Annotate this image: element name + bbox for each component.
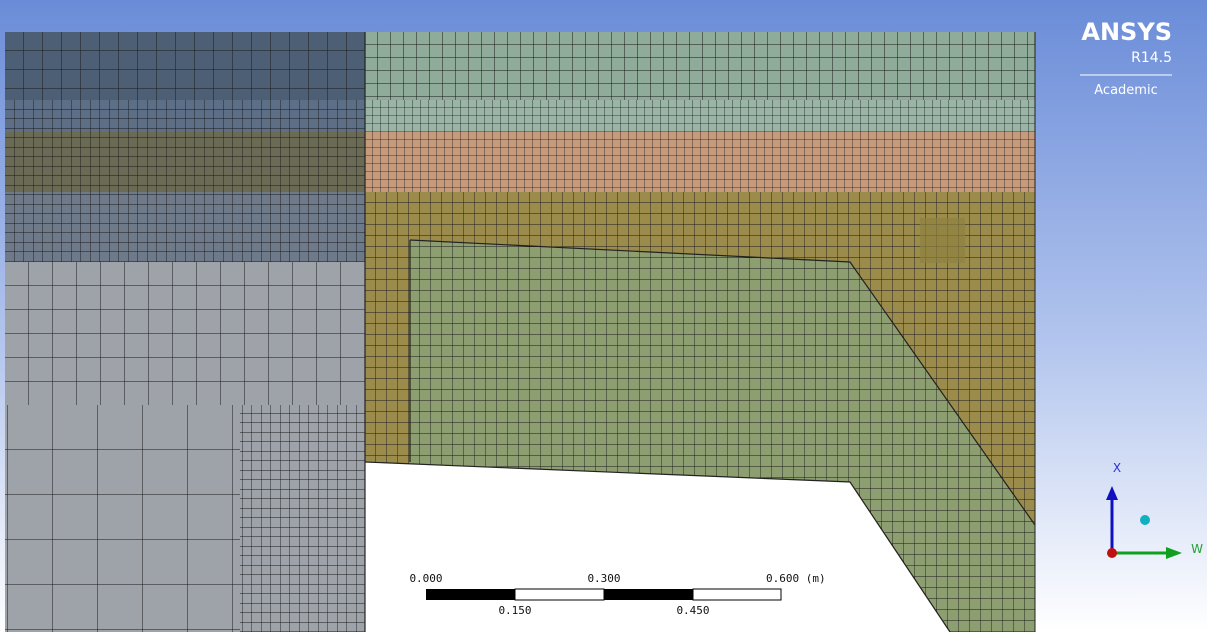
page: {"logo": {"brand": "ANSYS", "version": "… — [0, 0, 1207, 632]
axis-label: W — [1191, 542, 1203, 556]
mesh — [5, 32, 1035, 632]
scale-label: 0.300 — [587, 572, 620, 585]
version: R14.5 — [1131, 50, 1172, 66]
scale-label: 0.000 — [409, 572, 442, 585]
brand: ANSYS — [1081, 18, 1172, 46]
viewport: ANSYS R14.5 Academic 0.000 0.300 0.600 (… — [0, 0, 1207, 632]
scale-label: 0.600 (m) — [766, 572, 826, 585]
scale-label: 0.450 — [676, 604, 709, 617]
axis-label: X — [1113, 461, 1121, 475]
license: Academic — [1094, 83, 1157, 98]
scale-label: 0.150 — [498, 604, 531, 617]
